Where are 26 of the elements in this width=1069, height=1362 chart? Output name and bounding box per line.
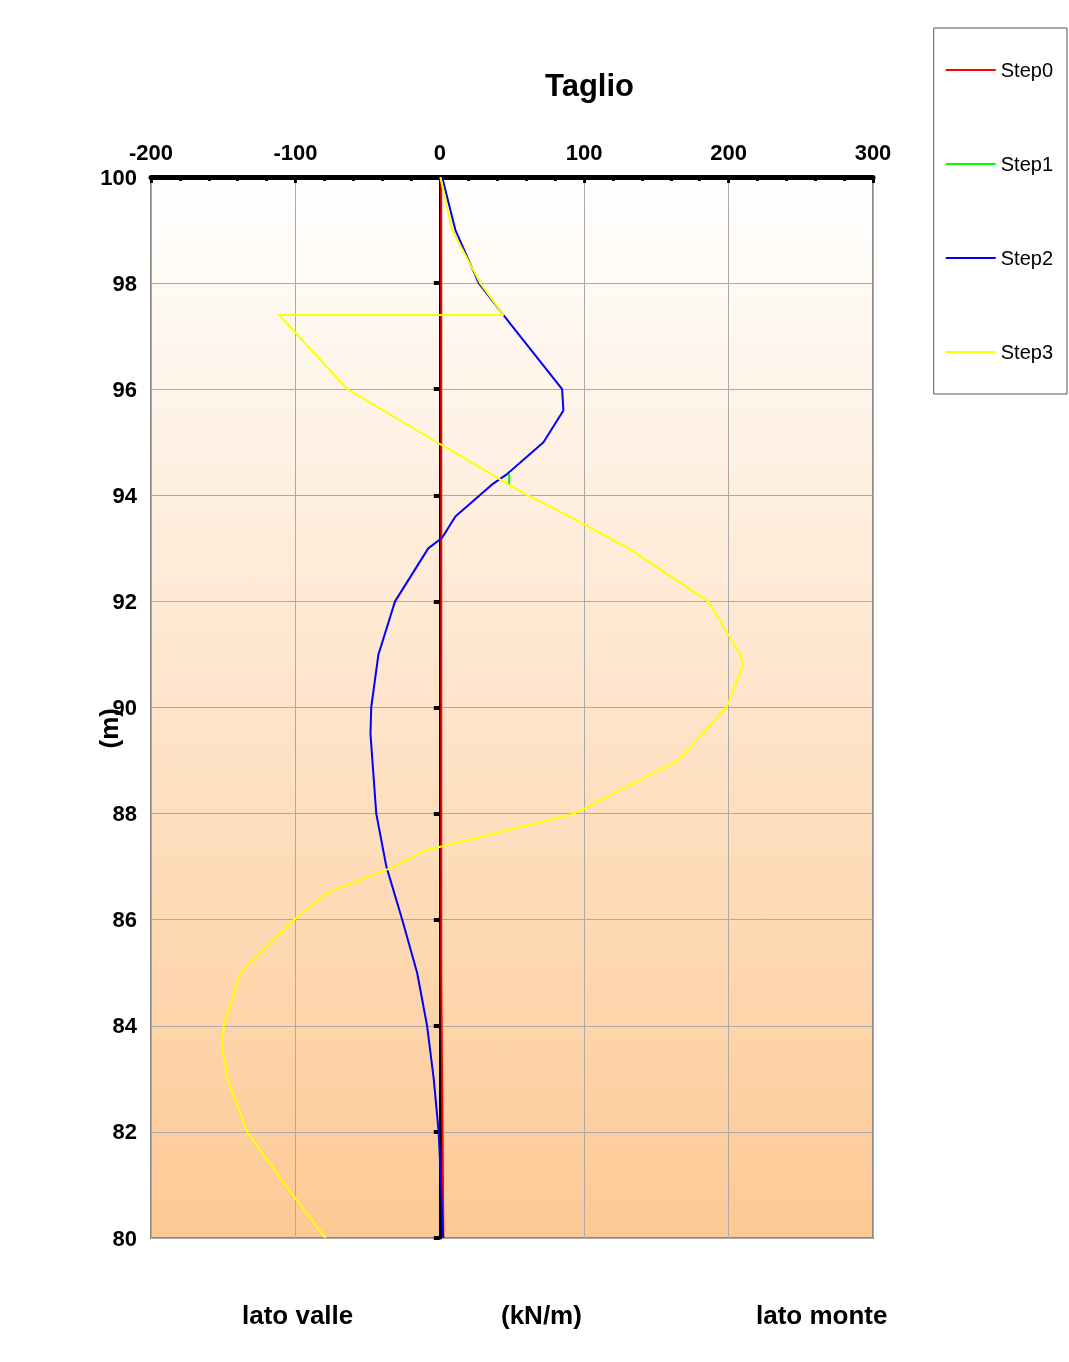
legend-label: Step3 — [1000, 341, 1053, 363]
x-tick-label: 0 — [433, 139, 446, 165]
y-tick-label: 86 — [112, 907, 137, 933]
legend-label: Step0 — [1000, 59, 1053, 81]
y-tick-label: 92 — [112, 588, 137, 614]
line-series — [221, 176, 745, 1239]
y-tick-label: 100 — [100, 164, 137, 190]
y-tick-label: 96 — [112, 376, 137, 402]
y-tick-label: 94 — [112, 482, 138, 508]
chart-title: Taglio — [544, 68, 634, 103]
x-tick-label: -200 — [128, 139, 174, 165]
text: (kN/m) — [500, 1300, 582, 1330]
y-tick-label: 84 — [112, 1013, 138, 1039]
x-tick-label: 200 — [710, 139, 747, 165]
text: lato valle — [242, 1300, 354, 1330]
legend-label: Step2 — [1000, 247, 1053, 269]
y-tick-label: 82 — [112, 1119, 137, 1145]
line-series — [369, 176, 565, 1239]
x-tick-label: -100 — [273, 139, 318, 165]
text: lato monte — [756, 1300, 888, 1330]
y-tick-label: 98 — [112, 270, 137, 296]
x-tick-label: 100 — [565, 139, 603, 165]
y-tick-label: 80 — [112, 1225, 137, 1251]
y-tick-label: 88 — [112, 801, 137, 827]
legend-label: Step1 — [1000, 153, 1053, 175]
x-tick-label: 300 — [854, 139, 892, 165]
